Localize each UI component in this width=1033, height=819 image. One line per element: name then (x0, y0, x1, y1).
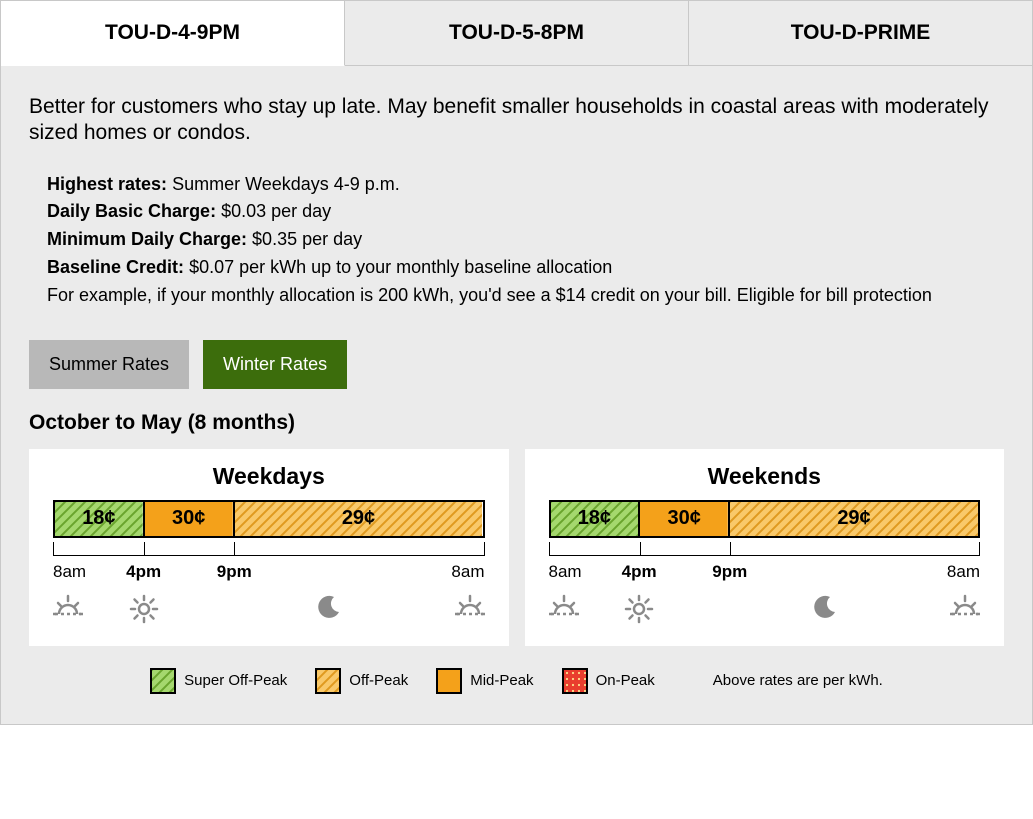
time-icons (53, 594, 485, 626)
tab-tou-d-4-9pm[interactable]: TOU-D-4-9PM (1, 1, 345, 66)
sun-icon (624, 594, 654, 624)
time-label: 9pm (217, 562, 252, 582)
rate-charts: Weekdays 18¢ 30¢ 29¢ 8am 4pm 9pm 8am (29, 449, 1004, 646)
legend-item-super-off-peak: Super Off-Peak (150, 668, 287, 694)
detail-min-daily: Minimum Daily Charge: $0.35 per day (47, 226, 1004, 254)
time-label: 9pm (712, 562, 747, 582)
value: Summer Weekdays 4-9 p.m. (172, 174, 400, 194)
time-label: 4pm (126, 562, 161, 582)
sun-icon (129, 594, 159, 624)
moon-icon (812, 594, 838, 620)
legend: Super Off-Peak Off-Peak Mid-Peak On-Peak Abo… (29, 668, 1004, 694)
rate-value: 18¢ (578, 507, 611, 530)
legend-swatch (150, 668, 176, 694)
rate-bar: 18¢ 30¢ 29¢ (549, 500, 981, 538)
legend-swatch (562, 668, 588, 694)
legend-label: Mid-Peak (470, 672, 533, 689)
time-axis (53, 542, 485, 556)
sunrise-icon (53, 594, 83, 620)
time-label: 8am (53, 562, 86, 582)
rate-value: 30¢ (172, 507, 205, 530)
rate-value: 18¢ (82, 507, 115, 530)
value: $0.07 per kWh up to your monthly baselin… (189, 257, 612, 277)
sunrise-icon (950, 594, 980, 620)
sunrise-icon (455, 594, 485, 620)
period-title: October to May (8 months) (29, 411, 1004, 435)
value: $0.35 per day (252, 229, 362, 249)
legend-item-off-peak: Off-Peak (315, 668, 408, 694)
season-toggle: Summer Rates Winter Rates (29, 340, 1004, 389)
time-label: 8am (549, 562, 582, 582)
chart-card-weekends: Weekends 18¢ 30¢ 29¢ 8am 4pm 9pm 8am (525, 449, 1005, 646)
rate-segment-super-off-peak: 18¢ (55, 502, 145, 536)
sunrise-icon (549, 594, 579, 620)
legend-label: Off-Peak (349, 672, 408, 689)
plan-details: Highest rates: Summer Weekdays 4-9 p.m. … (29, 171, 1004, 310)
value: $0.03 per day (221, 201, 331, 221)
label: Daily Basic Charge: (47, 201, 216, 221)
time-axis (549, 542, 981, 556)
rate-segment-mid-peak: 30¢ (640, 502, 730, 536)
time-label: 8am (451, 562, 484, 582)
rate-value: 30¢ (667, 507, 700, 530)
rate-plan-panel: TOU-D-4-9PMTOU-D-5-8PMTOU-D-PRIME Better… (0, 0, 1033, 725)
rate-bar: 18¢ 30¢ 29¢ (53, 500, 485, 538)
time-label: 4pm (622, 562, 657, 582)
detail-baseline-credit: Baseline Credit: $0.07 per kWh up to you… (47, 254, 1004, 282)
label: Minimum Daily Charge: (47, 229, 247, 249)
tab-content: Better for customers who stay up late. M… (1, 66, 1032, 724)
detail-highest-rates: Highest rates: Summer Weekdays 4-9 p.m. (47, 171, 1004, 199)
time-labels: 8am 4pm 9pm 8am (53, 562, 485, 588)
legend-item-on-peak: On-Peak (562, 668, 655, 694)
chart-title: Weekdays (53, 463, 485, 490)
rate-segment-mid-peak: 30¢ (145, 502, 235, 536)
time-labels: 8am 4pm 9pm 8am (549, 562, 981, 588)
legend-swatch (436, 668, 462, 694)
label: Highest rates: (47, 174, 167, 194)
legend-label: On-Peak (596, 672, 655, 689)
tab-tou-d-5-8pm[interactable]: TOU-D-5-8PM (345, 1, 689, 65)
summer-rates-button[interactable]: Summer Rates (29, 340, 189, 389)
legend-swatch (315, 668, 341, 694)
plan-tabs: TOU-D-4-9PMTOU-D-5-8PMTOU-D-PRIME (1, 1, 1032, 66)
time-label: 8am (947, 562, 980, 582)
tab-tou-d-prime[interactable]: TOU-D-PRIME (689, 1, 1032, 65)
plan-description: Better for customers who stay up late. M… (29, 94, 1004, 147)
rate-value: 29¢ (342, 507, 375, 530)
chart-title: Weekends (549, 463, 981, 490)
time-icons (549, 594, 981, 626)
detail-example: For example, if your monthly allocation … (47, 282, 1004, 310)
legend-item-mid-peak: Mid-Peak (436, 668, 533, 694)
rate-segment-super-off-peak: 18¢ (551, 502, 641, 536)
legend-label: Super Off-Peak (184, 672, 287, 689)
label: Baseline Credit: (47, 257, 184, 277)
legend-note: Above rates are per kWh. (713, 672, 883, 689)
moon-icon (316, 594, 342, 620)
detail-daily-basic: Daily Basic Charge: $0.03 per day (47, 198, 1004, 226)
rate-value: 29¢ (837, 507, 870, 530)
rate-segment-off-peak: 29¢ (235, 502, 483, 536)
rate-segment-off-peak: 29¢ (730, 502, 978, 536)
chart-card-weekdays: Weekdays 18¢ 30¢ 29¢ 8am 4pm 9pm 8am (29, 449, 509, 646)
winter-rates-button[interactable]: Winter Rates (203, 340, 347, 389)
